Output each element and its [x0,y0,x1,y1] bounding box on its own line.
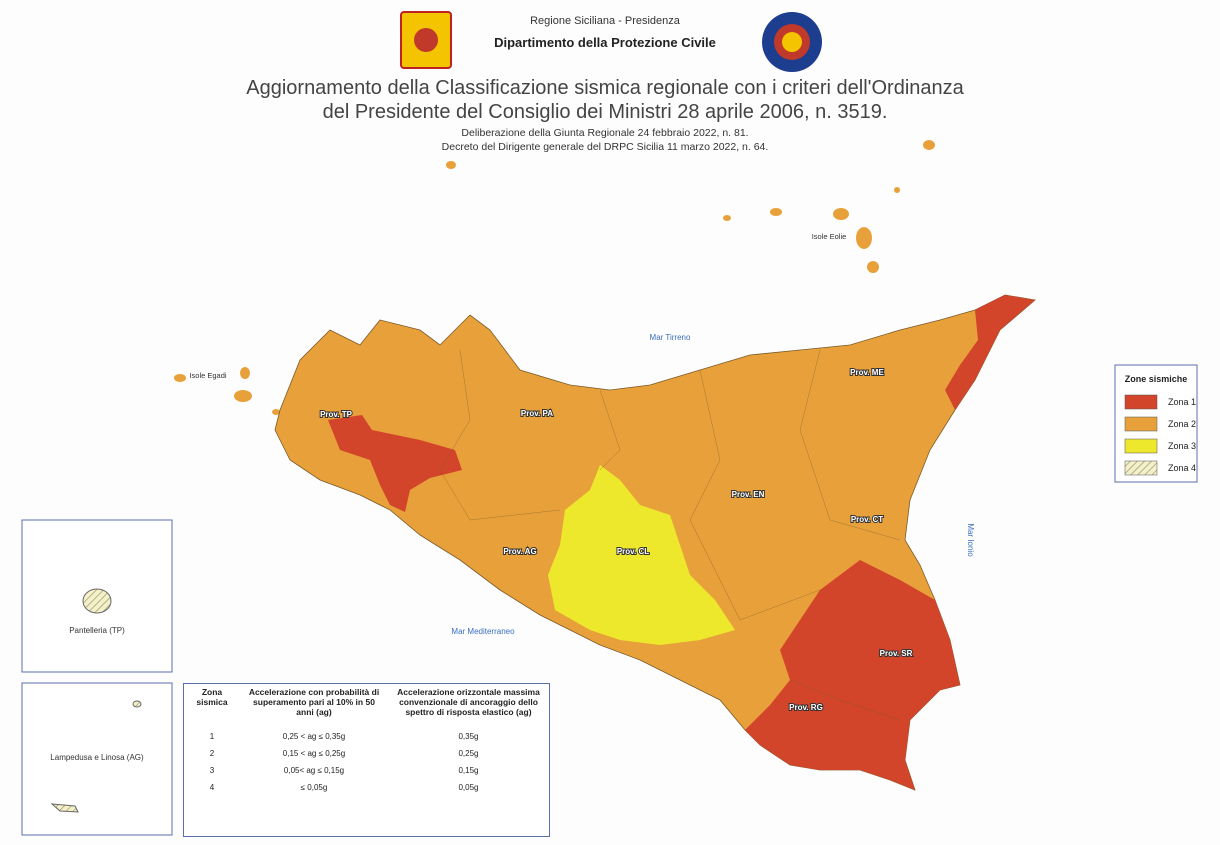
table-box: Zona sismica Accelerazione con probabili… [183,683,550,837]
legend-swatch [1124,438,1158,454]
table-row: 1 0,25 < ag ≤ 0,35g 0,35g [184,720,549,744]
table-cell: 2 [209,749,215,758]
table-row: 4 ≤ 0,05g 0,05g [184,778,549,795]
table-row: 3 0,05< ag ≤ 0,15g 0,15g [184,761,549,778]
zone-table: Zona sismica Accelerazione con probabili… [184,684,549,795]
region-zona-1 [945,295,1035,410]
province-label: Prov. ME [850,368,884,377]
table-cell: 0,05< ag ≤ 0,15g [283,766,345,775]
inset-label: Lampedusa e Linosa (AG) [50,753,144,762]
legend-label: Zona 1 [1168,397,1196,407]
province-label: Prov. RG [789,703,823,712]
subtitle-line: Deliberazione della Giunta Regionale 24 … [461,127,749,139]
table-cell: 0,25g [458,749,479,758]
table-cell: 3 [209,766,215,775]
sea-label: Mar Mediterraneo [451,627,515,636]
province-labels: Prov. TP Prov. PA Prov. ME Prov. EN Prov… [319,367,914,713]
province-borders [439,349,901,721]
island-label: Isole Egadi [189,371,226,380]
lampedusa [50,803,79,813]
legend-label: Zona 2 [1168,419,1196,429]
region-zona-3 [548,465,735,645]
table-cell: 0,05g [458,783,479,792]
table-body: 1 0,25 < ag ≤ 0,35g 0,35g 2 0,15 < ag ≤ 0,25… [184,720,549,795]
table-row: 2 0,15 < ag ≤ 0,25g 0,25g [184,744,549,761]
islands [174,140,935,415]
province-label: Prov. EN [732,490,765,499]
province-label: Prov. SR [880,649,913,658]
logo-protezione [762,12,822,72]
table-cell: 0,35g [458,732,479,741]
sea-label: Mar Tirreno [650,333,691,342]
province-label: Prov. TP [320,410,353,419]
sea-label: Mar Ionio [966,523,975,557]
island-label: Isole Eolie [812,232,847,241]
table-cell: 0,15g [458,766,479,775]
inset-box [21,682,173,836]
region-zona-1 [745,560,960,790]
legend-swatch [1124,394,1158,410]
sea-labels: Mar Tirreno Mar Ionio Mar Mediterraneo [451,333,975,636]
legend-items: Zona 1 Zona 2 Zona 3 Zona 4 [1124,394,1196,476]
table-header: Accelerazione orizzontale massima conven… [397,687,540,717]
table-cell: 0,25 < ag ≤ 0,35g [282,732,346,741]
legend-label: Zona 4 [1168,463,1196,473]
table-cell: ≤ 0,05g [300,783,328,792]
table-header: Zona sismica [196,687,228,707]
title-line: Aggiornamento della Classificazione sism… [246,77,964,99]
table-header: Accelerazione con probabilità di superam… [248,687,380,717]
table-cell: 1 [209,732,215,741]
subtitle-line: Decreto del Dirigente generale del DRPC … [441,141,769,153]
province-label: Prov. PA [521,409,553,418]
legend-swatch [1124,416,1158,432]
province-label: Prov. CL [617,547,649,556]
island-labels: Isole Eolie Isole Egadi [189,232,846,380]
legend-title: Zone sismiche [1125,374,1188,384]
inset-label: Pantelleria (TP) [69,626,125,635]
pantelleria [82,588,112,614]
org: Regione Siciliana - Presidenza [530,15,680,27]
province-label: Prov. AG [503,547,536,556]
legend-label: Zona 3 [1168,441,1196,451]
region-zona-1 [328,415,462,512]
table-cell: 0,15 < ag ≤ 0,25g [282,749,346,758]
department: Dipartimento della Protezione Civile [494,35,716,50]
linosa [132,700,142,708]
table-cell: 4 [209,783,215,792]
subtitle: Deliberazione della Giunta Regionale 24 … [350,126,860,154]
title: Aggiornamento della Classificazione sism… [150,76,1060,124]
logo-region [400,11,452,69]
title-line: del Presidente del Consiglio dei Ministr… [322,101,888,123]
province-label: Prov. CT [851,515,883,524]
legend-swatch [1124,460,1158,476]
